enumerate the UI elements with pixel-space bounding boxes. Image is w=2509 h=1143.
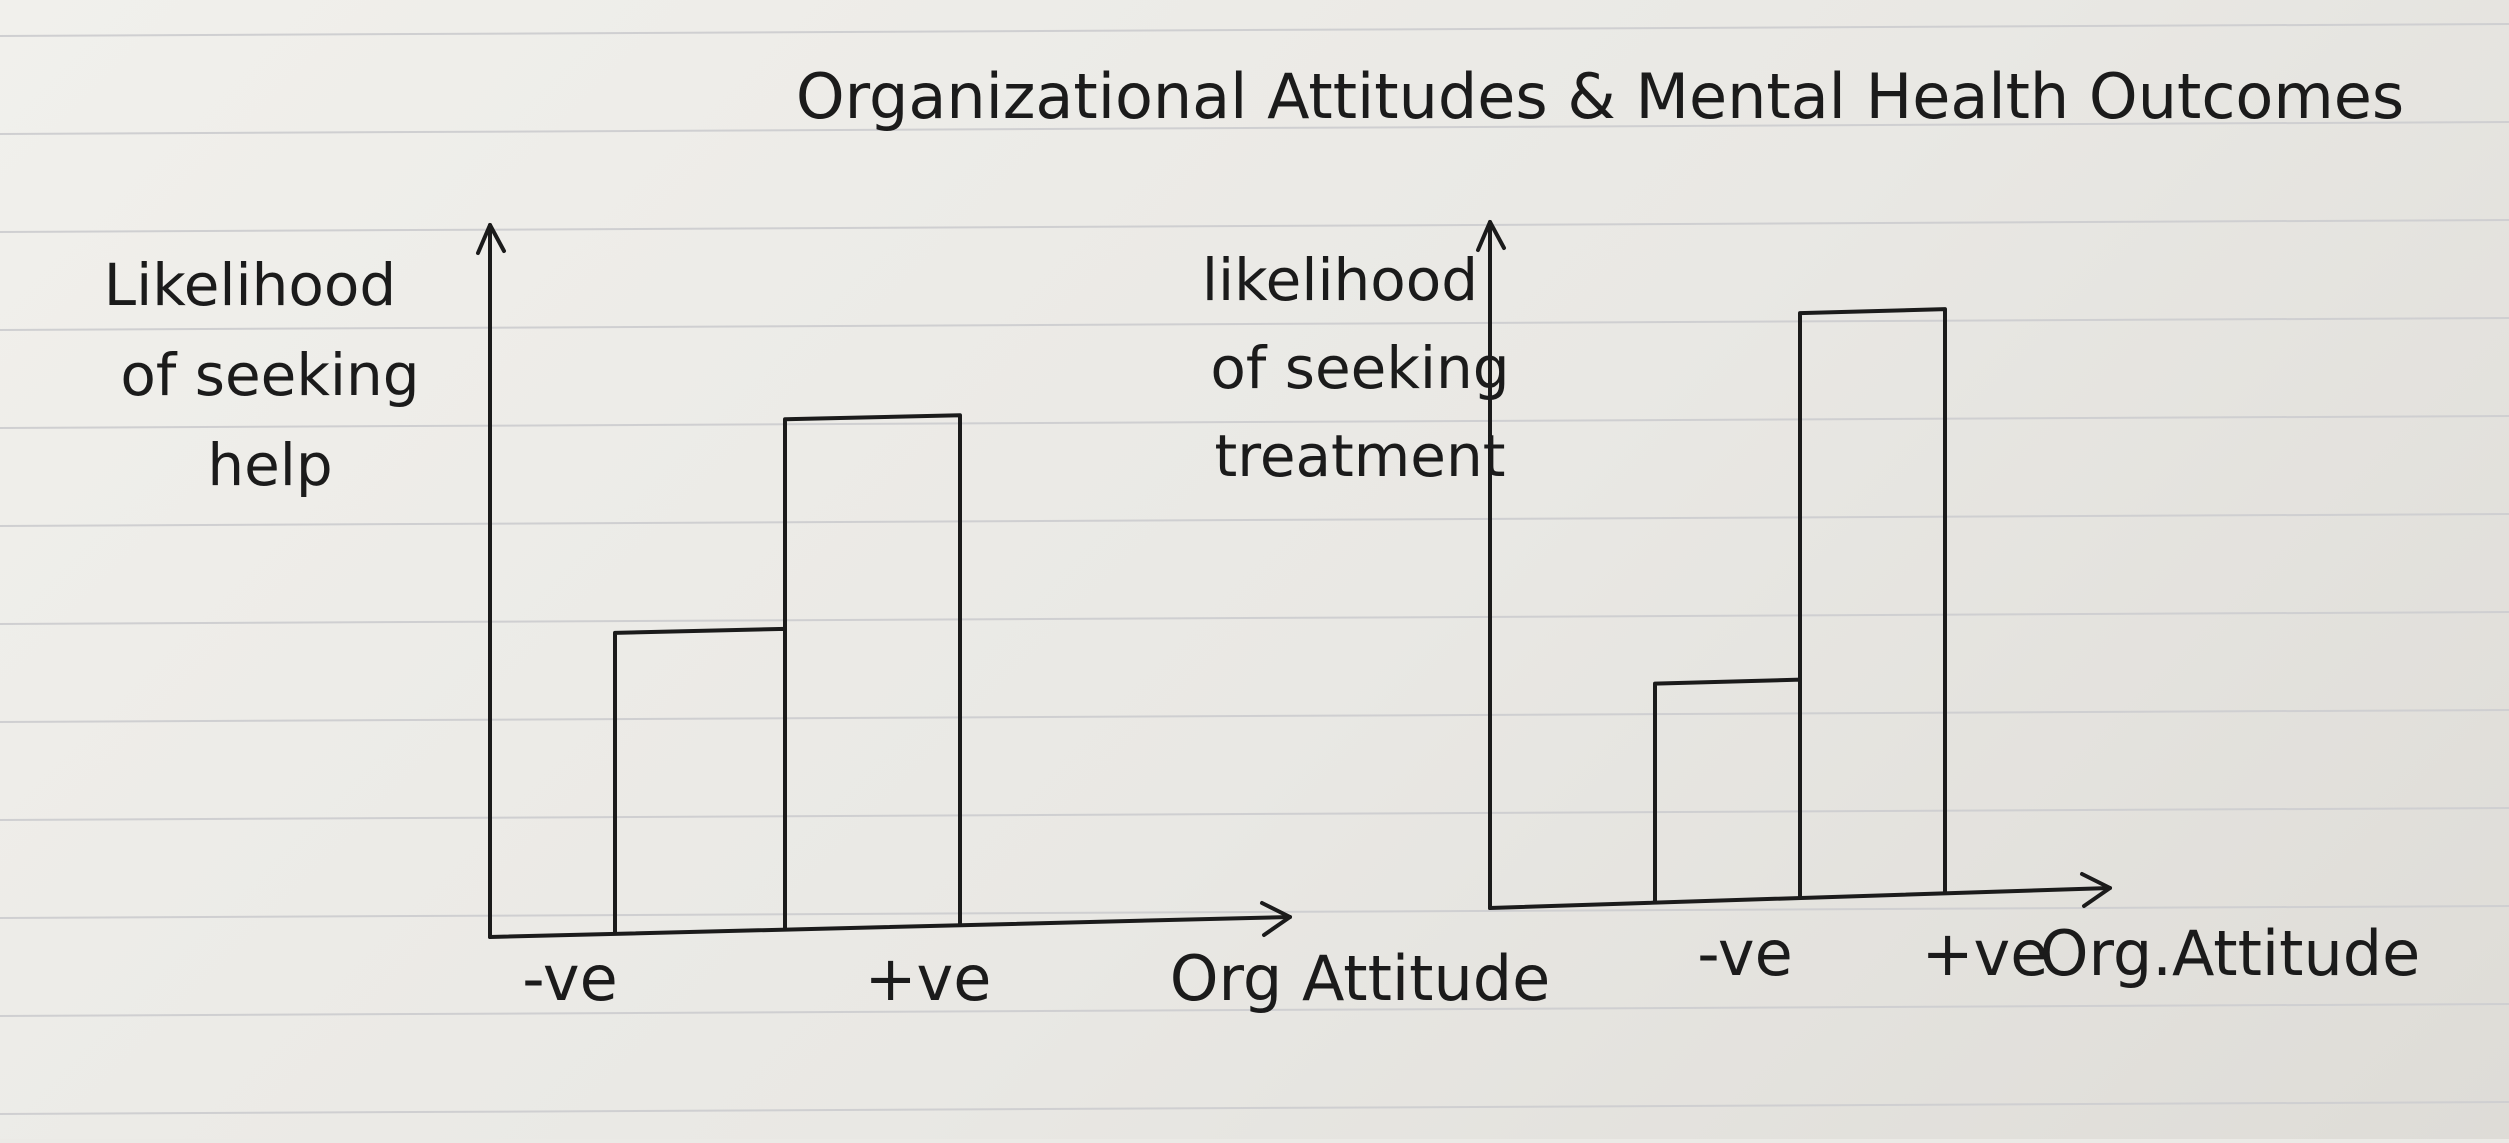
- ruled-lines: [0, 23, 2509, 1115]
- chart-1: -ve +ve Org Attitude Likelihood of seeking he…: [104, 223, 1551, 1015]
- bar-+ve: [1798, 307, 1947, 898]
- bar-+ve: [783, 413, 962, 930]
- y-axis-label-line: of seeking: [1210, 334, 1509, 402]
- ruled-line: [0, 1003, 2509, 1017]
- x-axis: [488, 915, 1292, 939]
- x-axis-label: Org.Attitude: [2040, 917, 2421, 990]
- ruled-line: [0, 219, 2509, 233]
- ruled-line: [0, 121, 2509, 135]
- x-tick-label: +ve: [865, 942, 992, 1015]
- y-axis-label-line: Likelihood: [104, 251, 396, 319]
- ruled-line: [0, 317, 2509, 331]
- ruled-line: [0, 905, 2509, 919]
- y-axis-label-line: treatment: [1215, 422, 1506, 490]
- x-tick-label: -ve: [522, 942, 618, 1015]
- y-axis-arrow: [476, 223, 506, 255]
- x-tick-label: +ve: [1922, 917, 2049, 990]
- ruled-line: [0, 1101, 2509, 1115]
- bar--ve: [613, 626, 787, 934]
- x-axis-arrow: [2080, 872, 2112, 908]
- ruled-line: [0, 23, 2509, 37]
- y-axis-label-line: help: [207, 431, 332, 499]
- y-axis-arrow: [1476, 220, 1506, 252]
- ruled-line: [0, 611, 2509, 625]
- x-axis-arrow: [1260, 901, 1292, 937]
- chart-title: Organizational Attitudes & Mental Health…: [796, 60, 2404, 133]
- ruled-line: [0, 415, 2509, 429]
- y-axis-label-line: of seeking: [120, 341, 419, 409]
- x-axis-label: Org Attitude: [1170, 942, 1551, 1015]
- ruled-line: [0, 807, 2509, 821]
- y-axis-label-line: likelihood: [1202, 246, 1478, 314]
- charts-group: -ve +ve Org Attitude Likelihood of seeking he…: [104, 220, 2421, 1015]
- ruled-line: [0, 709, 2509, 723]
- x-tick-label: -ve: [1697, 917, 1793, 990]
- ruled-line: [0, 513, 2509, 527]
